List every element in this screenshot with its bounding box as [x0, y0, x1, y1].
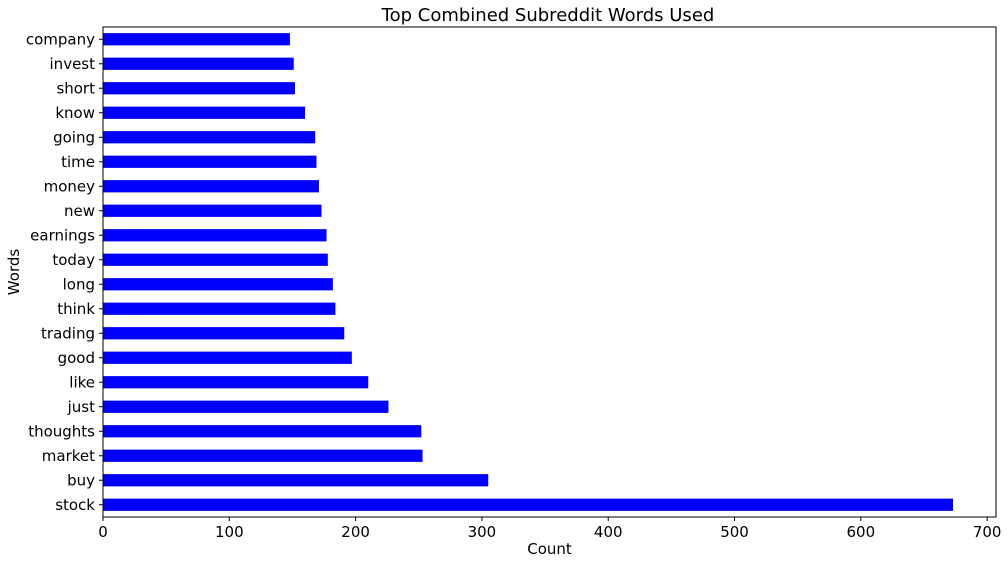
- y-tick-label: earnings: [30, 226, 95, 244]
- x-tick-label: 200: [341, 523, 370, 541]
- y-tick-label: invest: [50, 55, 96, 73]
- y-tick-label: time: [61, 153, 95, 171]
- bar-stock: [103, 498, 954, 511]
- y-tick-label: money: [44, 177, 96, 195]
- bar-good: [103, 351, 352, 364]
- x-tick-label: 0: [98, 523, 108, 541]
- bar-just: [103, 400, 389, 413]
- bar-today: [103, 253, 328, 266]
- y-tick-label: stock: [55, 496, 95, 514]
- bar-thoughts: [103, 425, 422, 438]
- bar-market: [103, 449, 423, 462]
- y-tick-label: short: [56, 79, 95, 97]
- y-tick-label: new: [64, 202, 95, 220]
- y-tick-label: know: [55, 104, 95, 122]
- y-tick-label: long: [63, 275, 95, 293]
- x-tick-label: 500: [720, 523, 749, 541]
- bar-company: [103, 33, 290, 46]
- y-tick-label: good: [58, 349, 95, 367]
- y-tick-label: think: [57, 300, 95, 318]
- y-tick-label: like: [69, 373, 95, 391]
- y-tick-label: just: [67, 398, 95, 416]
- bar-think: [103, 302, 336, 315]
- bar-money: [103, 180, 319, 193]
- bar-short: [103, 82, 295, 95]
- x-tick-label: 400: [594, 523, 623, 541]
- bar-like: [103, 376, 369, 389]
- y-tick-label: company: [26, 30, 95, 48]
- y-tick-label: going: [53, 128, 95, 146]
- bar-time: [103, 155, 317, 168]
- bar-going: [103, 131, 316, 144]
- x-axis-ticks: 0 100 200 300 400 500 600 700: [98, 517, 1001, 541]
- x-tick-label: 700: [973, 523, 1002, 541]
- y-axis-ticks: stock buy market thoughts just like good tradin…: [26, 30, 103, 514]
- bar-new: [103, 204, 322, 217]
- bar-trading: [103, 327, 345, 340]
- y-tick-label: thoughts: [28, 422, 95, 440]
- bar-invest: [103, 57, 294, 70]
- y-tick-label: trading: [41, 324, 95, 342]
- bars-group: [103, 33, 954, 511]
- y-tick-label: buy: [67, 471, 95, 489]
- y-tick-label: market: [42, 447, 95, 465]
- chart-title: Top Combined Subreddit Words Used: [381, 5, 715, 26]
- y-tick-label: today: [52, 251, 95, 269]
- bar-know: [103, 106, 306, 119]
- y-axis-label: Words: [5, 249, 23, 296]
- bar-buy: [103, 474, 489, 487]
- plot-frame: [102, 26, 997, 518]
- x-tick-label: 600: [847, 523, 876, 541]
- x-tick-label: 300: [468, 523, 497, 541]
- x-axis-label: Count: [527, 540, 572, 558]
- bar-long: [103, 278, 333, 291]
- x-tick-label: 100: [215, 523, 244, 541]
- bar-earnings: [103, 229, 327, 242]
